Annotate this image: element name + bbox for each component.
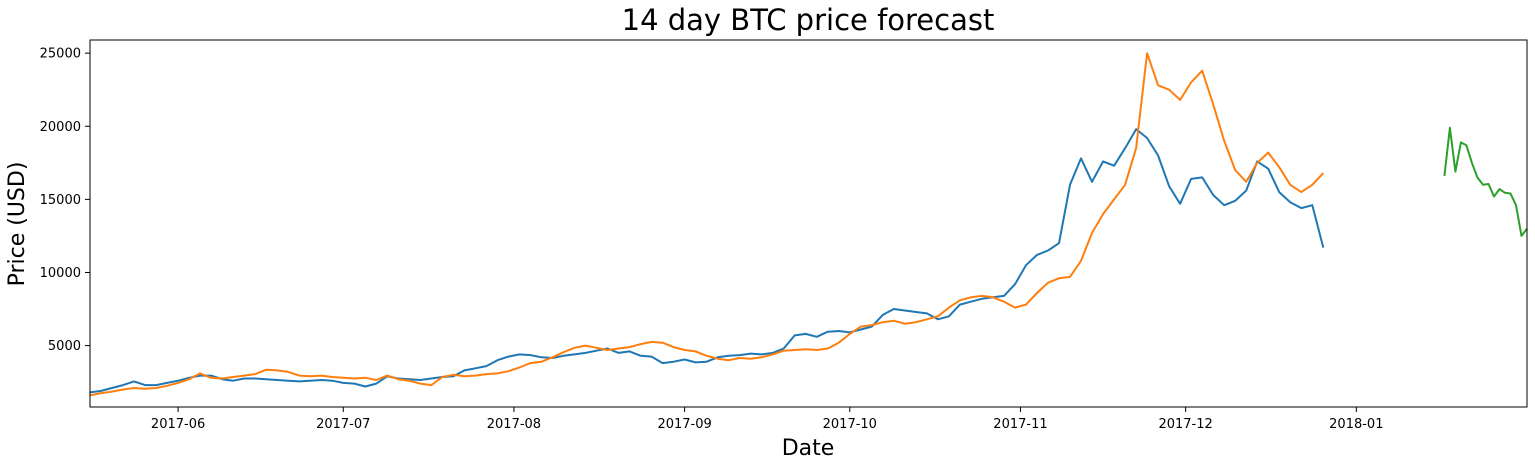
- x-tick-label: 2017-10: [823, 417, 877, 432]
- x-axis-ticks: 2017-06 2017-07 2017-08 2017-09 2017-10 2017-…: [151, 407, 1383, 432]
- y-tick-label: 20000: [40, 120, 81, 135]
- y-tick-label: 10000: [40, 266, 81, 281]
- series-line-forecast: [1443, 126, 1528, 237]
- x-tick-label: 2017-07: [316, 417, 370, 432]
- y-tick-label: 25000: [40, 47, 81, 62]
- y-axis-ticks: 5000 10000 15000 20000 25000: [40, 47, 90, 354]
- y-tick-label: 15000: [40, 193, 81, 208]
- chart-title: 14 day BTC price forecast: [622, 3, 995, 37]
- y-tick-label: 5000: [48, 339, 81, 354]
- series-line-predicted: [89, 52, 1325, 397]
- x-tick-label: 2017-06: [151, 417, 205, 432]
- x-tick-label: 2017-08: [487, 417, 541, 432]
- x-tick-label: 2017-11: [993, 417, 1047, 432]
- series-line-actual: [89, 128, 1325, 394]
- x-tick-label: 2017-09: [657, 417, 711, 432]
- y-axis-label: Price (USD): [5, 162, 30, 287]
- x-axis-label: Date: [782, 436, 835, 460]
- plot-lines: [89, 52, 1528, 397]
- x-tick-label: 2017-12: [1158, 417, 1212, 432]
- x-tick-label: 2018-01: [1329, 417, 1383, 432]
- plot-frame: [89, 39, 1528, 408]
